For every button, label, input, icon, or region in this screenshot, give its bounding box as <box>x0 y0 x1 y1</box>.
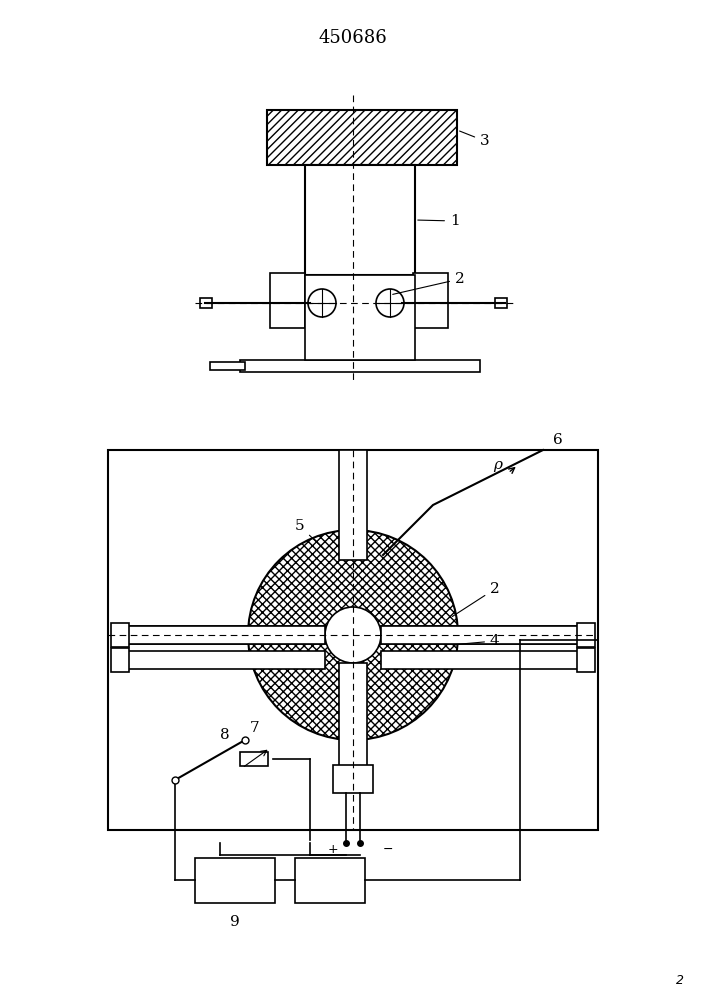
Bar <box>113 626 325 644</box>
Bar <box>200 298 212 308</box>
Bar <box>210 362 245 370</box>
Bar <box>295 858 365 903</box>
Text: 3: 3 <box>460 131 490 148</box>
Circle shape <box>325 607 381 663</box>
Circle shape <box>376 289 404 317</box>
Bar <box>381 626 583 644</box>
Bar <box>195 858 275 903</box>
Bar <box>305 165 415 275</box>
Text: ρ: ρ <box>493 458 503 472</box>
Bar <box>270 273 305 328</box>
Bar <box>381 651 593 669</box>
Bar <box>305 275 415 360</box>
Bar <box>267 110 457 165</box>
Bar <box>413 273 448 328</box>
Circle shape <box>308 289 336 317</box>
Bar <box>108 450 598 830</box>
Bar <box>577 623 595 647</box>
Bar <box>495 298 507 308</box>
Text: 450686: 450686 <box>319 29 387 47</box>
Bar <box>339 663 367 778</box>
Bar <box>240 360 480 372</box>
Text: 5: 5 <box>295 519 328 553</box>
Bar <box>240 752 268 766</box>
Text: 2: 2 <box>392 272 464 294</box>
Text: 9: 9 <box>230 915 240 929</box>
Bar <box>111 623 129 647</box>
Text: +: + <box>327 843 339 856</box>
Circle shape <box>248 530 458 740</box>
Text: 8: 8 <box>220 728 230 742</box>
Bar <box>111 648 129 672</box>
Bar <box>333 765 373 793</box>
Text: 1: 1 <box>418 214 460 228</box>
Text: 6: 6 <box>553 433 563 447</box>
Text: 4: 4 <box>452 634 500 648</box>
Bar <box>577 648 595 672</box>
Bar <box>381 626 593 644</box>
Text: 7: 7 <box>250 721 259 735</box>
Text: 2: 2 <box>676 974 684 986</box>
Text: 2: 2 <box>452 582 500 616</box>
Text: −: − <box>382 843 393 856</box>
Bar <box>123 626 325 644</box>
Bar <box>339 450 367 560</box>
Bar <box>113 651 325 669</box>
